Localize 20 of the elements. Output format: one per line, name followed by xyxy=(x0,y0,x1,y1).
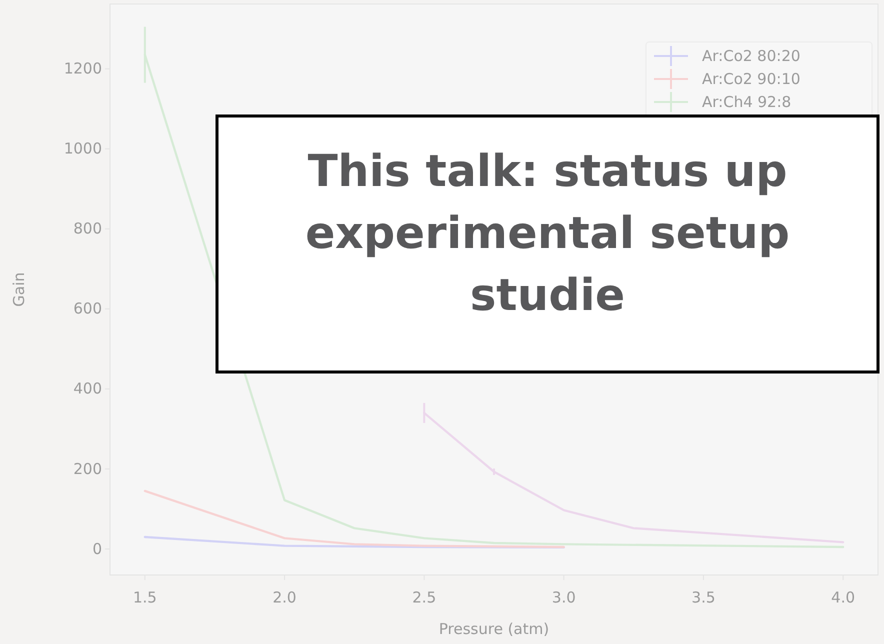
text-box: This talk: status up experimental setup studie xyxy=(216,114,880,374)
x-tick-label: 3.0 xyxy=(552,588,576,606)
y-tick-label: 200 xyxy=(73,460,102,478)
x-tick-label: 3.5 xyxy=(692,588,716,606)
y-tick-label: 1000 xyxy=(64,140,102,158)
x-tick-label: 1.5 xyxy=(132,588,157,606)
x-tick-label: 2.5 xyxy=(412,588,436,606)
legend-label: Ar:Co2 90:10 xyxy=(702,70,800,88)
annotation: This talk: status up experimental setup studie xyxy=(305,146,790,321)
legend-label: Ar:Ch4 92:8 xyxy=(702,93,792,111)
y-tick-label: 0 xyxy=(92,540,102,558)
x-axis-title: Pressure (atm) xyxy=(438,620,550,638)
y-tick-label: 400 xyxy=(73,380,102,398)
y-tick-label: 1200 xyxy=(64,60,102,78)
y-axis-title: Gain xyxy=(10,272,28,307)
x-tick-label: 4.0 xyxy=(831,588,856,606)
x-tick-label: 2.0 xyxy=(272,588,296,606)
y-tick-label: 600 xyxy=(73,300,102,318)
y-tick-label: 800 xyxy=(73,220,102,238)
legend-label: Ar:Co2 80:20 xyxy=(702,47,800,65)
